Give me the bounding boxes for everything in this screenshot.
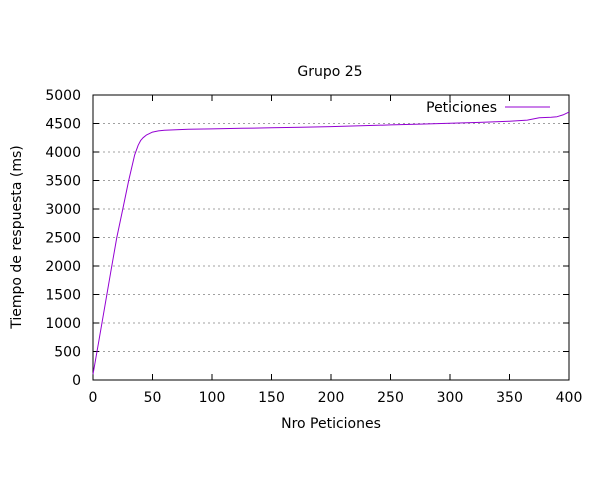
x-tick-label: 0 [89, 390, 98, 406]
x-tick-label: 200 [318, 390, 345, 406]
series-group [92, 111, 570, 375]
axis-ticks: 0500100015002000250030003500400045005000… [45, 88, 582, 406]
y-tick-label: 4500 [45, 117, 81, 133]
y-tick-label: 500 [54, 345, 81, 361]
chart-title: Grupo 25 [297, 64, 362, 80]
x-tick-label: 150 [258, 390, 285, 406]
x-tick-label: 300 [437, 390, 464, 406]
x-tick-label: 50 [144, 390, 162, 406]
x-tick-label: 350 [496, 390, 523, 406]
y-tick-label: 2000 [45, 259, 81, 275]
y-tick-label: 0 [72, 373, 81, 389]
y-tick-label: 1500 [45, 288, 81, 304]
y-tick-label: 3000 [45, 202, 81, 218]
x-tick-label: 100 [199, 390, 226, 406]
y-tick-label: 5000 [45, 88, 81, 104]
x-tick-label: 400 [556, 390, 583, 406]
legend: Peticiones [426, 100, 550, 116]
series-line-peticiones [92, 111, 570, 375]
y-tick-label: 3500 [45, 174, 81, 190]
y-tick-label: 1000 [45, 316, 81, 332]
x-axis-label: Nro Peticiones [281, 416, 381, 432]
legend-label: Peticiones [426, 100, 497, 116]
y-tick-label: 4000 [45, 145, 81, 161]
x-tick-label: 250 [377, 390, 404, 406]
grid-lines [93, 123, 569, 352]
y-tick-label: 2500 [45, 231, 81, 247]
y-axis-label: Tiempo de respuesta (ms) [9, 145, 25, 330]
